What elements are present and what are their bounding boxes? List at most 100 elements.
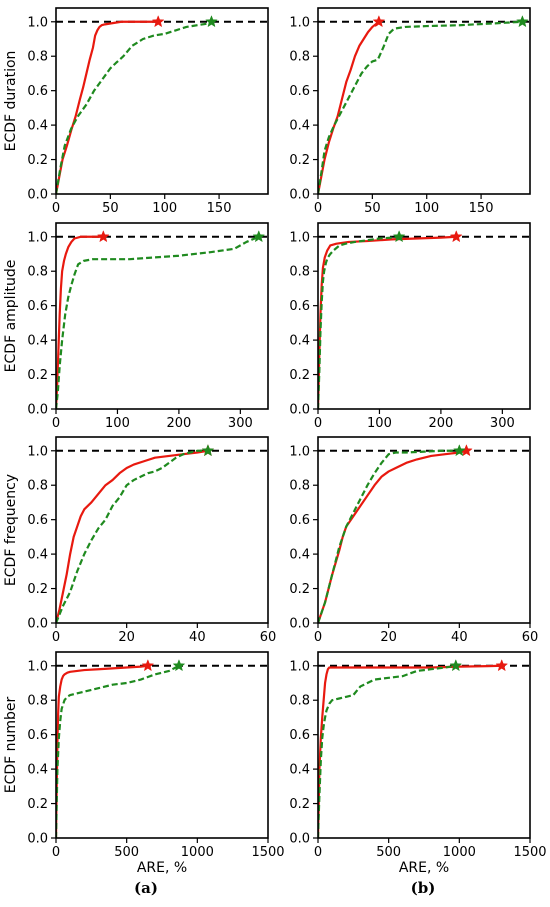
- series-line-0: [318, 235, 457, 409]
- y-tick-label: 0.8: [27, 50, 48, 65]
- x-tick-label: 1500: [513, 845, 546, 860]
- series-line-0: [56, 20, 159, 194]
- series-line-0: [56, 664, 149, 838]
- plot-frame: [317, 651, 531, 839]
- x-tick-label: 40: [189, 630, 206, 645]
- series-line-0: [318, 449, 467, 623]
- series-end-star-0: [449, 230, 463, 243]
- x-tick-label: 0: [314, 845, 322, 860]
- y-tick-label: 0.4: [27, 119, 48, 134]
- y-tick-label: 0.8: [27, 479, 48, 494]
- series-end-star-1: [201, 444, 215, 457]
- x-tick-label: 100: [152, 201, 177, 216]
- series-end-star-1: [516, 15, 529, 28]
- y-axis-title: ECDF number: [3, 696, 19, 793]
- y-tick-label: 0.8: [289, 694, 310, 709]
- y-tick-label: 0.6: [289, 299, 310, 314]
- x-tick-label: 0: [314, 201, 322, 216]
- y-tick-label: 0.8: [27, 265, 48, 280]
- y-tick-label: 1.0: [289, 444, 310, 459]
- y-tick-label: 0.4: [27, 763, 48, 778]
- y-tick-label: 0.2: [27, 368, 48, 383]
- series-line-1: [318, 664, 456, 838]
- y-tick-label: 0.8: [289, 265, 310, 280]
- y-tick-label: 0.6: [27, 728, 48, 743]
- series-line-1: [56, 664, 180, 838]
- panel-label-a: (a): [134, 879, 158, 897]
- x-axis-title: ARE, %: [137, 860, 187, 876]
- series-end-star-1: [449, 659, 463, 672]
- y-tick-label: 0.4: [27, 548, 48, 563]
- series-end-star-0: [141, 659, 155, 672]
- x-tick-label: 40: [451, 630, 468, 645]
- x-tick-label: 300: [228, 416, 253, 431]
- y-tick-label: 0.6: [27, 299, 48, 314]
- plot-frame: [55, 222, 269, 410]
- plot-frame: [317, 222, 531, 410]
- x-tick-label: 20: [118, 630, 135, 645]
- y-tick-label: 0.6: [289, 84, 310, 99]
- x-tick-label: 1500: [251, 845, 284, 860]
- series-end-star-0: [495, 659, 509, 672]
- x-tick-label: 0: [52, 845, 60, 860]
- x-tick-label: 1000: [181, 845, 214, 860]
- series-end-star-1: [205, 15, 218, 28]
- series-line-1: [318, 235, 400, 409]
- x-tick-label: 150: [207, 201, 232, 216]
- y-tick-label: 0.6: [27, 513, 48, 528]
- series-end-star-0: [151, 15, 165, 28]
- y-tick-label: 0.0: [27, 832, 48, 847]
- y-tick-label: 1.0: [289, 659, 310, 674]
- y-tick-label: 0.4: [289, 119, 310, 134]
- x-tick-label: 100: [414, 201, 439, 216]
- x-tick-label: 60: [260, 630, 277, 645]
- y-tick-label: 0.2: [27, 797, 48, 812]
- series-line-1: [56, 20, 212, 194]
- x-tick-label: 100: [367, 416, 392, 431]
- plot-frame: [317, 7, 531, 195]
- series-end-star-1: [452, 444, 466, 457]
- x-tick-label: 50: [102, 201, 119, 216]
- y-tick-label: 0.0: [27, 617, 48, 632]
- y-tick-label: 1.0: [27, 659, 48, 674]
- y-tick-label: 0.0: [289, 188, 310, 203]
- y-tick-label: 0.0: [289, 617, 310, 632]
- y-tick-label: 0.4: [27, 334, 48, 349]
- y-tick-label: 0.0: [27, 403, 48, 418]
- y-axis-title: ECDF duration: [3, 51, 19, 152]
- x-tick-label: 500: [114, 845, 139, 860]
- series-line-0: [56, 235, 104, 409]
- series-line-0: [318, 20, 380, 194]
- y-tick-label: 1.0: [289, 230, 310, 245]
- y-tick-label: 0.4: [289, 548, 310, 563]
- x-tick-label: 0: [52, 630, 60, 645]
- y-tick-label: 0.0: [289, 403, 310, 418]
- plot-frame: [55, 651, 269, 839]
- x-tick-label: 20: [380, 630, 397, 645]
- x-tick-label: 100: [105, 416, 130, 431]
- x-tick-label: 200: [166, 416, 191, 431]
- x-tick-label: 0: [52, 201, 60, 216]
- y-tick-label: 0.2: [27, 582, 48, 597]
- x-axis-title: ARE, %: [399, 860, 449, 876]
- panel-label-b: (b): [411, 879, 436, 897]
- x-tick-label: 150: [469, 201, 494, 216]
- x-tick-label: 60: [522, 630, 539, 645]
- series-line-1: [56, 235, 260, 409]
- y-tick-label: 0.8: [289, 50, 310, 65]
- y-tick-label: 0.8: [289, 479, 310, 494]
- series-end-star-0: [372, 15, 386, 28]
- x-tick-label: 200: [428, 416, 453, 431]
- x-tick-label: 0: [314, 630, 322, 645]
- x-tick-label: 0: [52, 416, 60, 431]
- y-tick-label: 1.0: [27, 15, 48, 30]
- series-line-0: [56, 449, 209, 623]
- y-tick-label: 0.4: [289, 763, 310, 778]
- y-tick-label: 0.6: [289, 728, 310, 743]
- y-tick-label: 0.0: [27, 188, 48, 203]
- y-tick-label: 0.6: [289, 513, 310, 528]
- x-tick-label: 300: [490, 416, 515, 431]
- series-end-star-1: [392, 230, 406, 243]
- series-line-1: [318, 449, 460, 623]
- series-end-star-1: [252, 230, 266, 243]
